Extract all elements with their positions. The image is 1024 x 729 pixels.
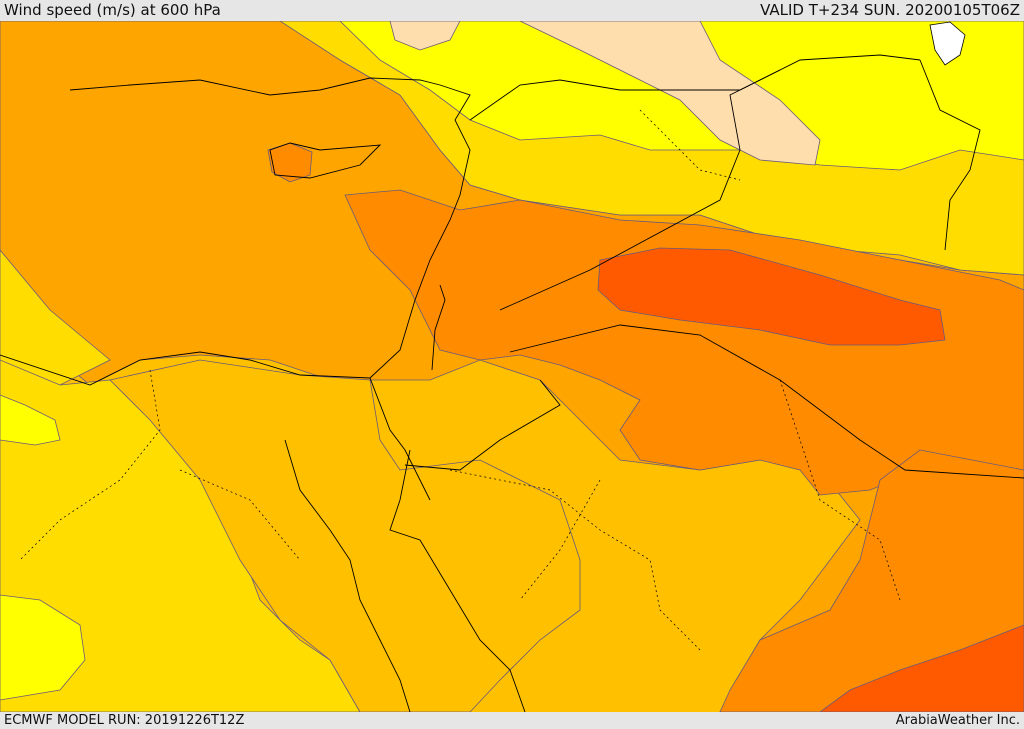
field-peach-north	[389, 21, 461, 51]
header-bar: Wind speed (m/s) at 600 hPa VALID T+234 …	[0, 0, 1024, 21]
field-yellow-w	[0, 394, 61, 446]
field-peach-caspian	[519, 21, 821, 166]
credit: ArabiaWeather Inc.	[895, 713, 1020, 728]
footer-bar: ECMWF MODEL RUN: 20191226T12Z ArabiaWeat…	[0, 712, 1024, 729]
caspian-water	[929, 21, 966, 66]
internal-borders	[19, 109, 901, 651]
field-orange-central	[344, 189, 1024, 496]
model-run: ECMWF MODEL RUN: 20191226T12Z	[4, 713, 245, 728]
map-title: Wind speed (m/s) at 600 hPa	[4, 1, 221, 19]
field-red-orange-se	[819, 624, 1024, 712]
field-gold-west	[0, 249, 111, 386]
borders	[0, 54, 1024, 712]
field-red-orange-core	[597, 247, 946, 346]
wind-speed-map	[0, 21, 1024, 712]
field-yellow-sw	[0, 594, 86, 701]
field-orange-east	[719, 449, 1024, 712]
valid-time: VALID T+234 SUN. 20200105T06Z	[760, 1, 1020, 19]
field-amber-egypt	[109, 359, 581, 712]
